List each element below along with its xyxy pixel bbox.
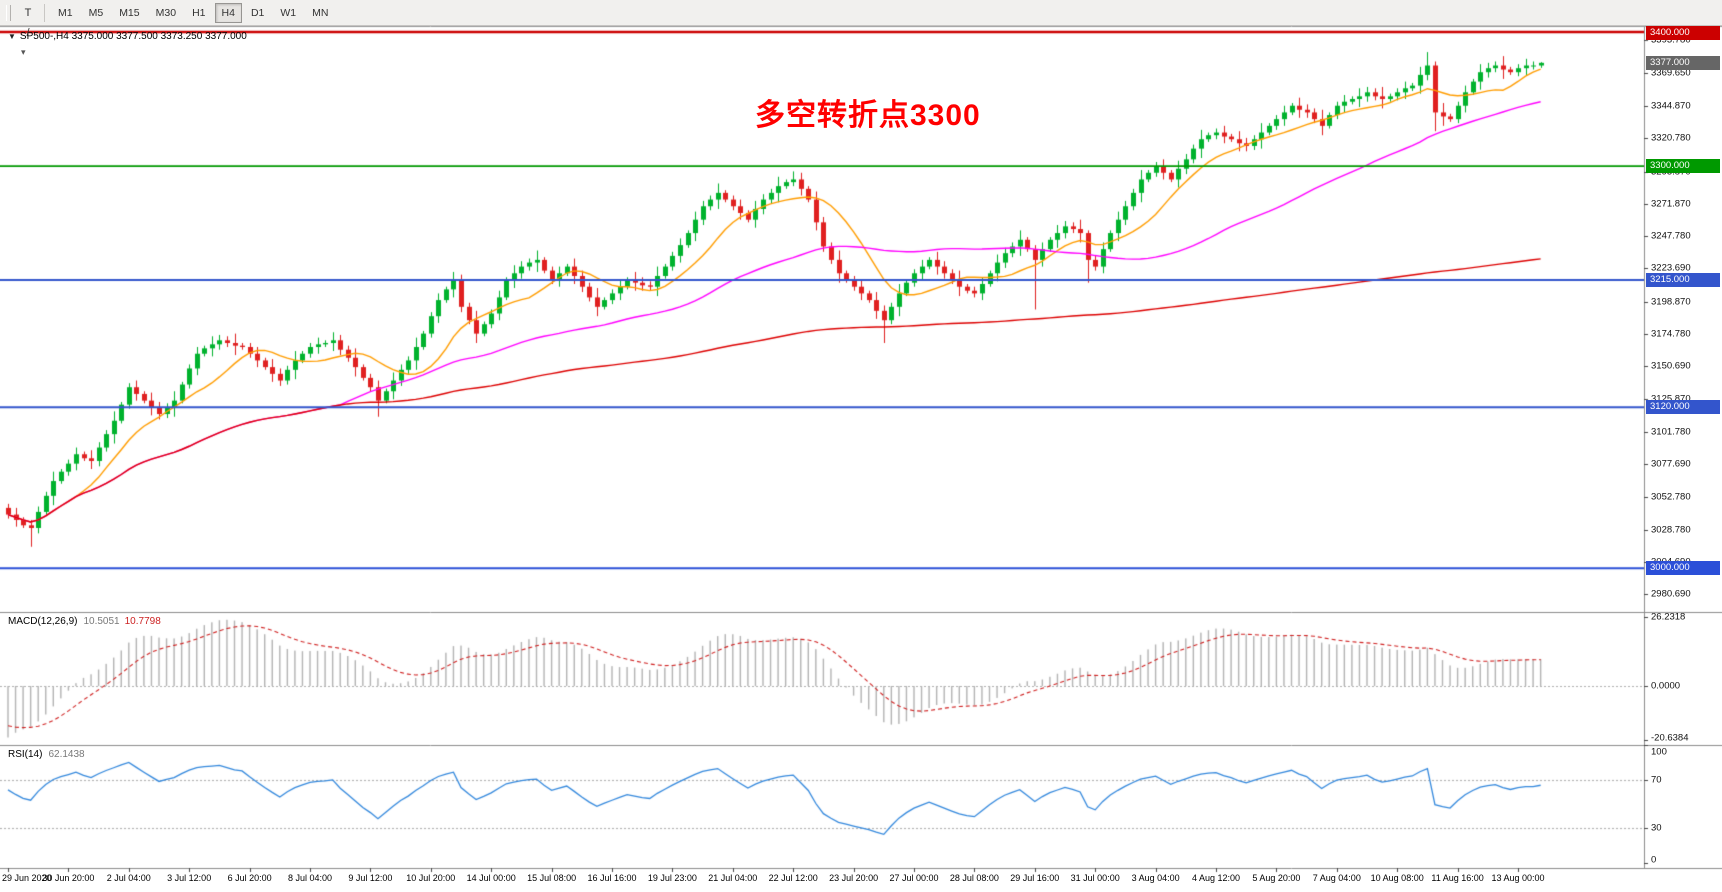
collapse-arrow-icon[interactable]: ▼ <box>8 32 16 41</box>
hline-price-badge: 3300.000 <box>1646 159 1720 174</box>
timeframe-button-m1[interactable]: M1 <box>51 3 80 23</box>
symbol-ohlc-header: ▼ SP500-,H4 3375.000 3377.500 3373.250 33… <box>8 31 247 42</box>
timeframe-button-w1[interactable]: W1 <box>273 3 303 23</box>
price-axis-label: 3344.870 <box>1651 100 1691 112</box>
timeframe-button-d1[interactable]: D1 <box>244 3 271 23</box>
drawing-tools-group: +AT/▾ <box>17 0 39 63</box>
time-axis-label: 16 Jul 16:00 <box>587 873 637 883</box>
price-axis-label: 2980.690 <box>1651 588 1691 600</box>
timeframe-button-h1[interactable]: H1 <box>185 3 212 23</box>
text-label-tool-button[interactable]: T <box>18 3 38 23</box>
time-axis-label: 27 Jul 00:00 <box>889 873 939 883</box>
price-axis-label: 3320.780 <box>1651 132 1691 144</box>
rsi-axis-label: 30 <box>1651 822 1662 834</box>
time-axis-label: 21 Jul 04:00 <box>708 873 758 883</box>
price-axis-label: 3271.870 <box>1651 198 1691 210</box>
toolbar-grip[interactable] <box>6 4 11 21</box>
hline-price-badge: 3000.000 <box>1646 561 1720 576</box>
time-axis-label: 28 Jul 08:00 <box>949 873 999 883</box>
price-axis-label: 3028.780 <box>1651 524 1691 536</box>
macd-signal-value: 10.7798 <box>124 616 161 627</box>
timeframe-button-mn[interactable]: MN <box>305 3 335 23</box>
price-axis-label: 3150.690 <box>1651 360 1691 372</box>
time-axis-label: 15 Jul 08:00 <box>527 873 577 883</box>
time-axis-label: 8 Jul 04:00 <box>287 873 333 883</box>
time-axis-label: 29 Jun 2020 <box>2 873 52 883</box>
price-axis-label: 3198.870 <box>1651 296 1691 308</box>
time-axis-label: 6 Jul 20:00 <box>227 873 272 883</box>
rsi-name: RSI(14) <box>8 749 43 760</box>
price-axis-label: 3125.870 <box>1651 394 1691 405</box>
time-axis-label: 3 Jul 12:00 <box>167 873 212 883</box>
rsi-axis-label: 0 <box>1651 854 1657 866</box>
price-axis-label: 3369.650 <box>1651 67 1691 79</box>
symbol-ohlc-text: SP500-,H4 3375.000 3377.500 3373.250 337… <box>19 31 247 42</box>
time-axis-label: 30 Jun 20:00 <box>42 873 95 883</box>
time-axis-label: 5 Aug 20:00 <box>1252 873 1301 883</box>
time-axis-label: 10 Aug 08:00 <box>1370 873 1424 883</box>
drawing-tool-button[interactable]: / <box>18 23 38 43</box>
current-price-badge: 3377.000 <box>1646 55 1720 70</box>
time-axis-label: 29 Jul 16:00 <box>1010 873 1060 883</box>
hline-price-badge: 3400.000 <box>1646 26 1720 40</box>
hline-price-badge: 3215.000 <box>1646 272 1720 287</box>
price-axis-label: 3101.780 <box>1651 426 1691 438</box>
macd-axis-label: 0.0000 <box>1651 680 1681 692</box>
timeframe-button-m30[interactable]: M30 <box>149 3 183 23</box>
annotation-text[interactable]: 多空转折点3300 <box>755 99 981 132</box>
rsi-axis-label: 100 <box>1651 746 1667 758</box>
time-axis-label: 23 Jul 20:00 <box>829 873 879 883</box>
timeframe-button-h4[interactable]: H4 <box>214 2 242 23</box>
drawing-tools-caret-icon[interactable]: ▾ <box>18 43 29 63</box>
hline-price-badge: 3120.000 <box>1646 400 1720 415</box>
timeframe-button-m15[interactable]: M15 <box>112 3 146 23</box>
time-axis-label: 19 Jul 23:00 <box>647 873 697 883</box>
time-axis-label: 10 Jul 20:00 <box>406 873 456 883</box>
macd-axis-label: -20.6384 <box>1651 732 1689 744</box>
timeframe-group: M1 M5 M15 M30 H1 H4 D1 W1 MN <box>50 2 336 23</box>
time-axis-label: 4 Aug 12:00 <box>1191 873 1241 883</box>
toolbar-separator <box>44 3 45 22</box>
macd-name: MACD(12,26,9) <box>8 616 78 627</box>
time-axis-label: 22 Jul 12:00 <box>768 873 818 883</box>
time-axis-label: 9 Jul 12:00 <box>348 873 393 883</box>
macd-main-value: 10.5051 <box>83 616 120 627</box>
time-axis-label: 11 Aug 16:00 <box>1431 873 1484 883</box>
time-axis-label: 31 Jul 00:00 <box>1070 873 1120 883</box>
time-axis-label: 7 Aug 04:00 <box>1312 873 1361 883</box>
rsi-value: 62.1438 <box>48 749 85 760</box>
price-axis-label: 3052.780 <box>1651 491 1691 503</box>
rsi-header: RSI(14) 62.1438 <box>8 749 85 760</box>
timeframe-button-m5[interactable]: M5 <box>82 3 111 23</box>
rsi-axis-label: 70 <box>1651 774 1662 786</box>
macd-header: MACD(12,26,9) 10.5051 10.7798 <box>8 616 161 627</box>
time-axis-label: 2 Jul 04:00 <box>106 873 151 883</box>
time-axis-label: 13 Aug 00:00 <box>1491 873 1545 883</box>
price-axis-label: 3393.780 <box>1651 34 1691 46</box>
time-axis-label: 3 Aug 04:00 <box>1131 873 1180 883</box>
price-axis-label: 3247.780 <box>1651 230 1691 242</box>
time-axis-label: 14 Jul 00:00 <box>466 873 516 883</box>
price-axis-label: 3077.690 <box>1651 458 1691 470</box>
price-axis-label: 3223.690 <box>1651 262 1691 274</box>
macd-axis-label: 26.2318 <box>1651 611 1686 623</box>
price-axis-label: 3174.780 <box>1651 328 1691 340</box>
